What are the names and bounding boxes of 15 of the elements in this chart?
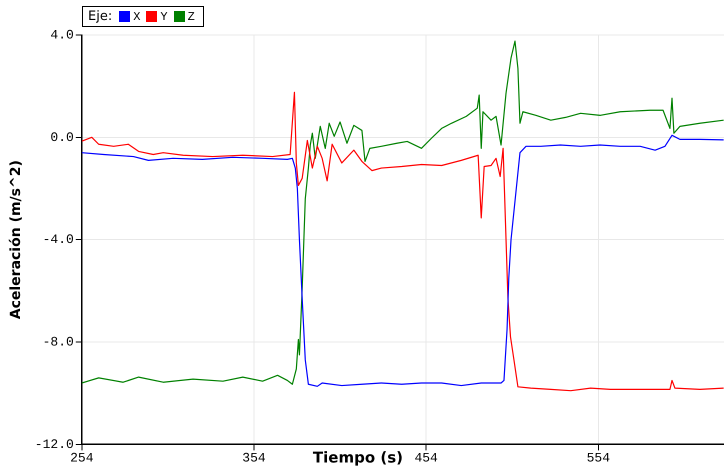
x-axis-title: Tiempo (s): [312, 448, 403, 466]
x-tick-label: 354: [242, 450, 266, 466]
y-tick-label: -4.0: [42, 232, 74, 248]
y-tick-label: 4.0: [50, 27, 74, 42]
legend-label: X: [133, 10, 140, 24]
legend-label: Z: [188, 10, 195, 24]
x-tick-label: 454: [414, 450, 438, 466]
x-tick-label: 254: [70, 450, 94, 466]
legend-label: Y: [160, 10, 168, 24]
y-tick-label: -8.0: [42, 334, 74, 350]
y-axis-title: Aceleración (m/s^2): [8, 160, 24, 320]
y-tick-label: 0.0: [50, 130, 74, 145]
y-tick-label: -12.0: [34, 436, 74, 452]
x-tick-label: 554: [586, 450, 610, 466]
legend-title: Eje:: [88, 9, 112, 24]
